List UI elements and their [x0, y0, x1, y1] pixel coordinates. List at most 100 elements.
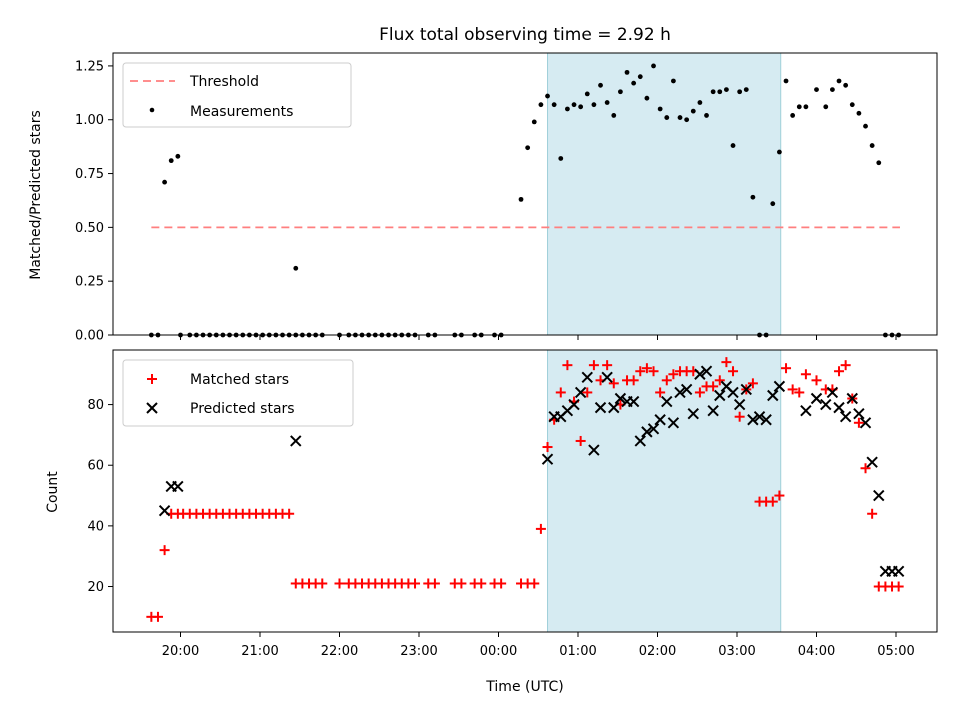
predicted-star-marker	[833, 401, 845, 414]
measurement-point	[730, 143, 736, 148]
measurement-point	[876, 160, 882, 166]
predicted-star-marker	[588, 444, 600, 456]
measurement-point	[704, 113, 709, 118]
bottom-panel: 20 40 60 80 20:00 21:00 22:00 23:00 00:00 01:00 0…	[45, 349, 938, 695]
measurement-point	[624, 69, 630, 75]
top-y-tick-label: 1.25	[75, 59, 104, 74]
matched-star-marker	[747, 378, 758, 389]
predicted-star-marker	[853, 407, 865, 420]
measurement-points	[148, 63, 902, 338]
matched-star-marker	[284, 508, 295, 519]
predicted-star-marker	[654, 414, 666, 426]
predicted-star-marker	[747, 414, 759, 426]
top-legend: Threshold Measurements	[122, 62, 352, 128]
matched-star-marker	[834, 366, 845, 377]
measurement-point	[849, 102, 855, 108]
matched-star-marker	[853, 417, 864, 428]
matched-star-marker	[655, 387, 666, 398]
measurement-point	[531, 119, 537, 125]
matched-star-marker	[867, 508, 878, 519]
bottom-legend: Matched stars Predicted stars	[122, 359, 354, 427]
matched-star-marker	[734, 411, 745, 422]
bottom-plot-frame	[112, 349, 938, 633]
measurement-point	[644, 95, 650, 101]
predicted-star-marker	[594, 401, 607, 414]
x-tick-label: 04:00	[798, 644, 835, 659]
measurement-point	[611, 113, 617, 118]
top-y-tick-label: 0.50	[75, 221, 104, 236]
predicted-star-marker	[687, 407, 699, 420]
matched-star-marker	[661, 375, 672, 386]
matched-star-marker	[781, 363, 792, 374]
legend-matched-swatch	[147, 374, 157, 384]
measurement-point	[565, 106, 570, 112]
measurement-point	[578, 104, 584, 110]
bottom-x-axis: 20:00 21:00 22:00 23:00 00:00 01:00 02:00 03:00…	[162, 632, 915, 659]
top-y-tick-label: 0.75	[75, 167, 104, 182]
predicted-star-marker	[810, 392, 823, 405]
measurement-point	[743, 87, 749, 92]
matched-star-marker	[787, 384, 798, 395]
legend-matched-label: Matched stars	[190, 372, 289, 388]
matched-star-marker	[159, 545, 170, 556]
chart-title: Flux total observing time = 2.92 h	[379, 25, 671, 45]
predicted-star-marker	[661, 395, 673, 408]
predicted-star-marker	[767, 389, 779, 402]
matched-star-marker	[555, 387, 566, 398]
bottom-y-label: Count	[45, 471, 61, 513]
x-axis-label: Time (UTC)	[485, 679, 563, 695]
matched-star-marker	[668, 369, 679, 380]
measurement-point	[538, 102, 544, 108]
measurement-point	[830, 87, 835, 92]
legend-predicted-label: Predicted stars	[190, 401, 295, 417]
matched-star-marker	[811, 375, 822, 386]
measurement-point	[631, 80, 637, 86]
measurement-point	[790, 113, 796, 118]
top-plot-frame	[112, 52, 938, 336]
matched-star-marker	[535, 523, 546, 534]
bottom-y-tick-label: 20	[87, 580, 104, 595]
measurement-point	[598, 82, 603, 88]
matched-star-marker	[608, 378, 619, 389]
predicted-star-marker	[158, 505, 171, 517]
measurement-point	[558, 156, 564, 161]
measurement-point	[697, 100, 703, 105]
predicted-star-marker	[839, 411, 852, 423]
x-tick-label: 20:00	[162, 644, 199, 659]
measurement-point	[618, 89, 623, 95]
measurement-point	[710, 89, 716, 95]
predicted-star-marker	[820, 398, 832, 411]
predicted-star-marker	[826, 386, 839, 399]
measurement-point	[737, 89, 743, 95]
predicted-star-marker	[627, 395, 640, 408]
measurement-point	[671, 78, 676, 84]
matched-star-marker	[529, 578, 540, 589]
matched-star-marker	[708, 381, 719, 392]
measurement-point	[803, 104, 809, 110]
measurement-point	[657, 106, 663, 112]
bottom-y-axis: 20 40 60 80	[87, 398, 113, 595]
measurement-point	[677, 115, 683, 120]
matched-star-marker	[641, 363, 652, 374]
x-tick-label: 03:00	[718, 644, 755, 659]
predicted-star-marker	[773, 380, 786, 393]
measurement-point	[162, 179, 168, 185]
measurement-point	[796, 104, 802, 110]
bottom-y-tick-label: 80	[87, 398, 104, 413]
top-panel: 0.00 0.25 0.50 0.75 1.00 1.25 Matched/Predict…	[28, 52, 938, 344]
predicted-star-marker	[634, 435, 646, 447]
measurement-point	[869, 143, 875, 148]
measurement-point	[551, 102, 557, 108]
measurement-point	[836, 78, 842, 84]
bottom-y-tick-label: 40	[87, 519, 104, 534]
measurement-point	[168, 158, 174, 164]
measurement-point	[664, 115, 670, 120]
predicted-star-marker	[647, 423, 660, 435]
measurement-point	[823, 104, 829, 110]
legend-threshold-label: Threshold	[189, 74, 259, 90]
top-y-axis: 0.00 0.25 0.50 0.75 1.00 1.25	[75, 59, 113, 344]
measurement-point	[518, 196, 524, 202]
matched-star-marker	[496, 578, 507, 589]
matched-star-marker	[721, 357, 732, 368]
